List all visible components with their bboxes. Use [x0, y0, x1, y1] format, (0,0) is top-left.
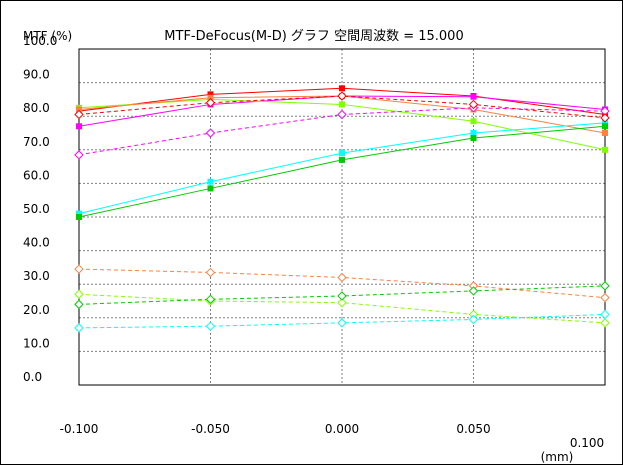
- data-point: [74, 289, 84, 299]
- x-axis-label: (mm): [541, 450, 574, 464]
- data-point: [205, 128, 216, 138]
- data-point: [339, 101, 345, 108]
- series-line: [78, 293, 606, 324]
- data-point: [470, 130, 477, 136]
- series-line: [78, 313, 606, 329]
- data-point: [74, 150, 84, 160]
- y-tick-label: 70.0: [23, 135, 50, 149]
- data-point: [76, 214, 82, 220]
- data-point: [74, 323, 84, 333]
- data-point: [74, 299, 84, 310]
- y-axis-label: MTF (%): [23, 29, 72, 43]
- data-point: [339, 156, 345, 163]
- series-9: [74, 264, 610, 303]
- x-tick-labels: -0.100 -0.050 0.000 0.050 0.100: [60, 422, 605, 450]
- x-tick-label: -0.050: [191, 422, 230, 436]
- data-point: [337, 291, 347, 301]
- x-tick-label: 0.000: [325, 422, 359, 436]
- data-point: [74, 264, 84, 274]
- series-3: [76, 96, 608, 153]
- y-tick-labels: 0.0 10.0 20.0 30.0 40.0 50.0 60.0 70.0 80.0 90.0 1…: [23, 34, 57, 384]
- y-tick-label: 90.0: [23, 68, 50, 82]
- y-tick-label: 60.0: [23, 168, 50, 182]
- y-tick-label: 20.0: [23, 303, 50, 317]
- data-point: [470, 118, 477, 125]
- y-tick-label: 40.0: [23, 236, 50, 250]
- chart-title: MTF-DeFocus(M-D) グラフ 空間周波数 = 15.000: [164, 29, 463, 44]
- data-point: [600, 292, 610, 303]
- data-point: [468, 314, 479, 325]
- series-line: [78, 285, 606, 305]
- series-11: [74, 281, 610, 310]
- data-point: [207, 185, 214, 192]
- series-7: [74, 103, 610, 160]
- data-point: [600, 309, 610, 320]
- data-point: [600, 113, 610, 123]
- data-point: [468, 99, 479, 110]
- y-tick-label: 80.0: [23, 101, 50, 115]
- data-point: [207, 91, 214, 98]
- data-point: [76, 106, 82, 113]
- y-tick-label: 30.0: [23, 269, 50, 283]
- data-point: [207, 178, 214, 185]
- data-point: [76, 123, 82, 130]
- y-tick-label: 10.0: [23, 336, 50, 350]
- x-tick-label: -0.100: [60, 422, 99, 436]
- data-point: [337, 272, 347, 283]
- data-point: [468, 286, 479, 296]
- series-6: [76, 123, 608, 220]
- data-point: [74, 109, 84, 120]
- data-point: [470, 135, 477, 142]
- data-point: [205, 294, 216, 305]
- data-point: [337, 109, 347, 120]
- data-point: [207, 94, 214, 101]
- data-point: [600, 318, 610, 328]
- series-5: [76, 119, 608, 217]
- data-point: [205, 267, 216, 278]
- data-point: [602, 119, 608, 126]
- data-point: [602, 130, 608, 136]
- x-tick-label: 0.100: [570, 436, 604, 450]
- y-tick-label: 0.0: [23, 370, 42, 384]
- data-point: [600, 281, 610, 291]
- data-point: [339, 150, 345, 157]
- series-layer: [74, 85, 610, 333]
- data-point: [205, 98, 216, 108]
- data-point: [205, 321, 216, 331]
- y-tick-label: 50.0: [23, 202, 50, 216]
- series-line: [78, 268, 606, 299]
- data-point: [470, 93, 477, 100]
- series-8: [74, 91, 610, 123]
- x-tick-label: 0.050: [456, 422, 490, 436]
- series-12: [74, 309, 610, 333]
- data-point: [339, 85, 345, 92]
- data-point: [337, 91, 347, 101]
- data-point: [337, 297, 347, 308]
- y-tick-label: 100.0: [23, 34, 57, 48]
- data-point: [602, 146, 608, 153]
- data-point: [76, 210, 82, 217]
- series-line: [78, 125, 606, 218]
- data-point: [602, 123, 608, 130]
- data-point: [337, 318, 347, 328]
